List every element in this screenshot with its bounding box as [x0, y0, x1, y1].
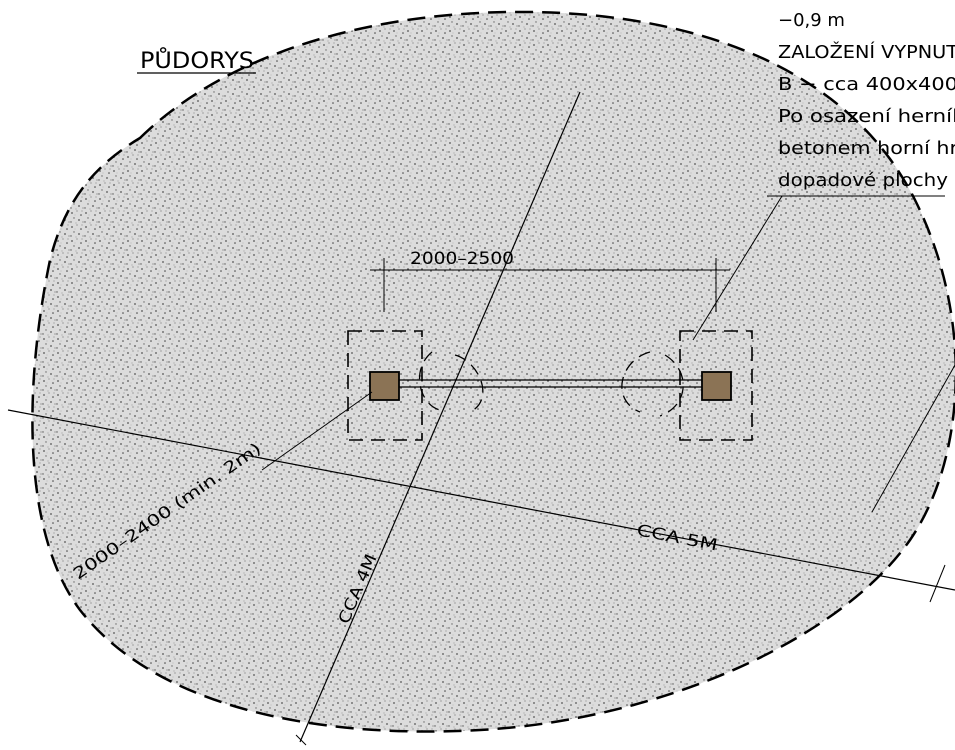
edge-tick-right-2 — [929, 564, 946, 603]
note-line-4: Po osazení herníl — [778, 106, 955, 127]
plan-title: PŮDORYS — [140, 47, 254, 74]
impact-area — [31, 10, 955, 733]
note-line-1: −0,9 m — [778, 10, 845, 31]
note-line-5: betonem horní hr — [778, 138, 955, 159]
note-line-3: B − cca 400x400 — [778, 74, 955, 95]
foundation-right — [679, 330, 753, 441]
note-line-2: ZALOŽENÍ VYPNUT — [778, 41, 955, 63]
edge-tick-right-1 — [871, 364, 955, 513]
edge-tick-bottom — [295, 734, 307, 746]
leader-right-post — [692, 195, 783, 341]
leader-left-post — [261, 391, 373, 471]
post-right — [701, 371, 732, 401]
foundation-left — [347, 330, 423, 441]
swing-arc-left — [418, 351, 484, 413]
post-left — [369, 371, 400, 401]
axis-line-length — [7, 409, 955, 591]
dimension-label-posts: 2000–2500 — [410, 249, 514, 269]
axis-line-width — [299, 91, 581, 743]
note-line-6: dopadové plochy — [778, 170, 948, 191]
swing-arc-right — [621, 351, 684, 417]
